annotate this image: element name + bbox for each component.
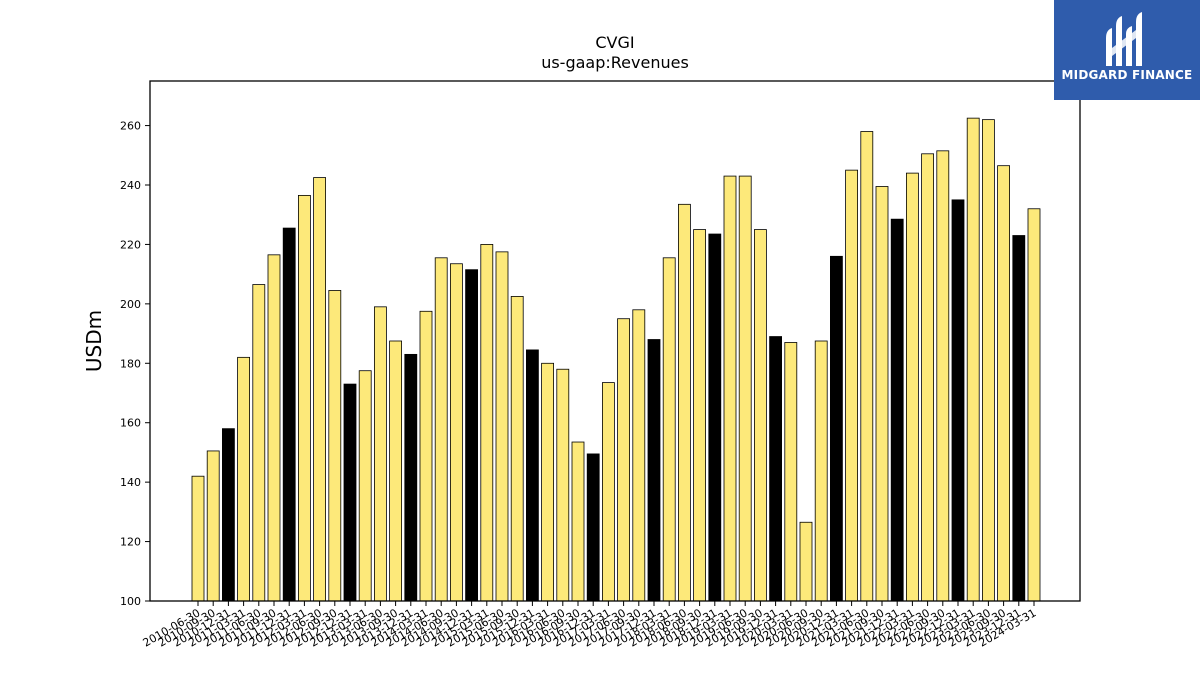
bar-2018-06-30 — [678, 203, 691, 602]
y-axis-ticks: 100 120 140 160 180 200 220 240 260 — [120, 120, 150, 608]
bar-2018-09-30 — [693, 229, 706, 602]
bar-2019-09-30 — [754, 229, 767, 602]
bar-2011-12-31 — [282, 227, 296, 602]
bar-2018-03-31 — [662, 257, 676, 602]
bar-2013-03-31 — [358, 370, 372, 602]
bar-2018-12-31 — [708, 233, 722, 602]
y-axis-label: USDm — [82, 310, 106, 372]
bar-2013-12-31 — [404, 353, 418, 602]
y-tick-label: 100 — [120, 595, 141, 608]
bar-2013-09-30 — [389, 340, 403, 602]
bar-2011-09-30 — [267, 254, 281, 602]
bar-2015-06-30 — [495, 251, 509, 602]
x-axis-ticks: 2010-06-302010-09-302010-12-312011-03-31… — [141, 601, 1039, 650]
bar-2016-06-30 — [556, 368, 570, 602]
y-tick-label: 260 — [120, 120, 141, 133]
bar-2023-06-30 — [982, 119, 995, 602]
bar-2011-06-30 — [252, 284, 266, 602]
y-tick-label: 240 — [120, 179, 141, 192]
bar-2016-09-30 — [571, 441, 585, 602]
y-tick-label: 160 — [120, 417, 141, 430]
bar-2020-09-30 — [814, 340, 828, 602]
bar-2015-09-30 — [510, 296, 524, 602]
bar-2015-03-31 — [480, 244, 494, 602]
plot-frame — [149, 80, 1081, 602]
brand-name: MIDGARD FINANCE — [1061, 68, 1193, 82]
bar-2014-03-31 — [419, 310, 433, 602]
brand-logo: MIDGARD FINANCE — [1054, 0, 1200, 100]
bar-2017-09-30 — [632, 309, 646, 602]
bar-2021-12-31 — [890, 218, 904, 602]
bar-2023-12-31 — [1012, 235, 1026, 602]
bar-2012-12-31 — [343, 383, 357, 602]
bar-2019-03-31 — [723, 175, 737, 602]
chart-subtitle: us-gaap:Revenues — [541, 53, 689, 72]
bar-2013-06-30 — [373, 306, 387, 602]
bar-2020-12-31 — [830, 255, 843, 602]
y-tick-label: 220 — [120, 238, 141, 251]
midgard-logo-icon — [1106, 12, 1142, 66]
bar-2021-06-30 — [860, 131, 874, 602]
bar-2021-03-31 — [845, 169, 858, 602]
bar-2011-03-31 — [237, 356, 251, 602]
bar-2022-06-30 — [921, 153, 934, 602]
bar-2022-09-30 — [936, 150, 950, 602]
bar-2014-06-30 — [434, 257, 448, 602]
bar-2019-06-30 — [738, 175, 752, 602]
chart-title: CVGI — [595, 33, 634, 52]
bar-2014-09-30 — [449, 263, 463, 602]
y-tick-label: 180 — [120, 357, 141, 370]
bar-2014-12-31 — [465, 269, 479, 602]
bar-2022-12-31 — [951, 199, 965, 602]
bar-2017-06-30 — [617, 318, 630, 602]
bar-2012-09-30 — [328, 290, 342, 602]
bar-2010-09-30 — [206, 450, 220, 602]
bar-2023-09-30 — [997, 165, 1010, 602]
bar-2019-12-31 — [769, 336, 782, 602]
bar-2020-03-31 — [784, 342, 798, 602]
y-tick-label: 120 — [120, 536, 141, 549]
bar-2023-03-31 — [966, 117, 980, 602]
bar-2017-12-31 — [647, 339, 661, 602]
bar-2017-03-31 — [602, 382, 615, 602]
bar-2024-03-31 — [1027, 208, 1041, 602]
bar-2021-09-30 — [875, 186, 889, 602]
bar-2012-03-31 — [297, 194, 311, 602]
bar-2010-12-31 — [221, 428, 235, 602]
bar-series — [191, 117, 1041, 602]
bar-2010-06-30 — [191, 475, 205, 602]
bar-2015-12-31 — [526, 349, 539, 602]
bar-2020-06-30 — [799, 521, 813, 602]
bar-2016-03-31 — [541, 362, 554, 602]
bar-2012-06-30 — [313, 177, 327, 602]
y-tick-label: 200 — [120, 298, 141, 311]
y-tick-label: 140 — [120, 476, 141, 489]
bar-2016-12-31 — [586, 453, 600, 602]
bar-2022-03-31 — [906, 172, 919, 602]
